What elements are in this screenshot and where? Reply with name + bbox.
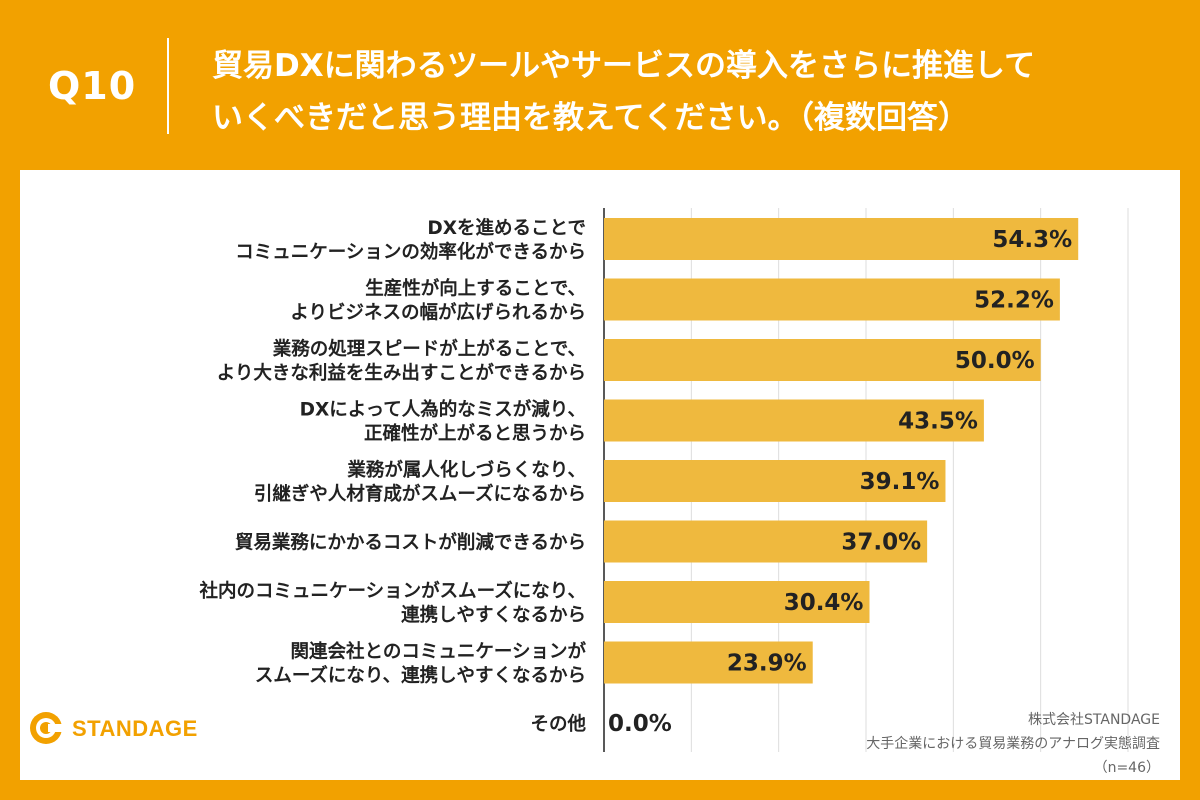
category-label: 生産性が向上することで、 bbox=[365, 278, 586, 300]
bar bbox=[604, 520, 928, 563]
logo-text: STANDAGE bbox=[72, 716, 198, 741]
credit-sample-size: （n=46） bbox=[1093, 760, 1160, 776]
category-label: 社内のコミュニケーションがスムーズになり、 bbox=[199, 580, 586, 602]
credit-survey: 大手企業における貿易業務のアナログ実態調査 bbox=[866, 736, 1160, 752]
credits: 株式会社STANDAGE 大手企業における貿易業務のアナログ実態調査 （n=46… bbox=[866, 708, 1160, 780]
credit-company: 株式会社STANDAGE bbox=[1028, 712, 1160, 728]
category-label: 業務の処理スピードが上がることで、 bbox=[272, 338, 586, 360]
category-label: 貿易業務にかかるコストが削減できるから bbox=[235, 532, 586, 554]
value-label: 52.2% bbox=[974, 288, 1054, 314]
value-label: 39.1% bbox=[860, 469, 940, 495]
header-divider bbox=[167, 38, 169, 134]
bar bbox=[604, 399, 984, 442]
value-label: 43.5% bbox=[898, 409, 978, 435]
category-label: 関連会社とのコミュニケーションが bbox=[291, 641, 587, 663]
header: Q10 貿易DXに関わるツールやサービスの導入をさらに推進して いくべきだと思う… bbox=[0, 0, 1200, 170]
question-number: Q10 bbox=[48, 64, 137, 108]
bar bbox=[604, 278, 1060, 321]
bar bbox=[604, 218, 1079, 260]
category-label: 連携しやすくなるから bbox=[401, 604, 586, 626]
category-label: より大きな利益を生み出すことができるから bbox=[217, 362, 586, 384]
value-label: 30.4% bbox=[784, 590, 864, 616]
bar bbox=[604, 460, 946, 502]
category-label: 正確性が上がると思うから bbox=[364, 423, 586, 445]
category-label: DXを進めることで bbox=[427, 217, 586, 239]
bar bbox=[604, 339, 1041, 381]
category-label: 引継ぎや人材育成がスムーズになるから bbox=[254, 483, 586, 505]
question-title-line2: いくべきだと思う理由を教えてください。（複数回答） bbox=[212, 100, 970, 136]
value-label: 54.3% bbox=[992, 227, 1072, 253]
category-label: スムーズになり、連携しやすくなるから bbox=[255, 665, 586, 687]
value-label: 50.0% bbox=[955, 348, 1035, 374]
category-label: その他 bbox=[530, 713, 586, 735]
value-label: 0.0% bbox=[608, 711, 672, 737]
category-label: 業務が属人化しづらくなり、 bbox=[346, 459, 586, 481]
value-label: 23.9% bbox=[727, 651, 807, 677]
question-title: 貿易DXに関わるツールやサービスの導入をさらに推進して いくべきだと思う理由を教… bbox=[212, 40, 1172, 144]
value-label: 37.0% bbox=[841, 530, 921, 556]
bar bbox=[604, 641, 813, 684]
standage-logo-icon bbox=[30, 712, 64, 744]
category-label: コミュニケーションの効率化ができるから bbox=[235, 241, 586, 263]
category-label: よりビジネスの幅が広げられるから bbox=[290, 302, 586, 324]
bar bbox=[604, 581, 870, 623]
category-label: DXによって人為的なミスが減り、 bbox=[300, 399, 586, 421]
chart-panel: 54.3% DXを進めることで コミュニケーションの効率化ができるから 52.2% 生産… bbox=[20, 170, 1180, 780]
question-title-line1: 貿易DXに関わるツールやサービスの導入をさらに推進して bbox=[212, 48, 1036, 84]
